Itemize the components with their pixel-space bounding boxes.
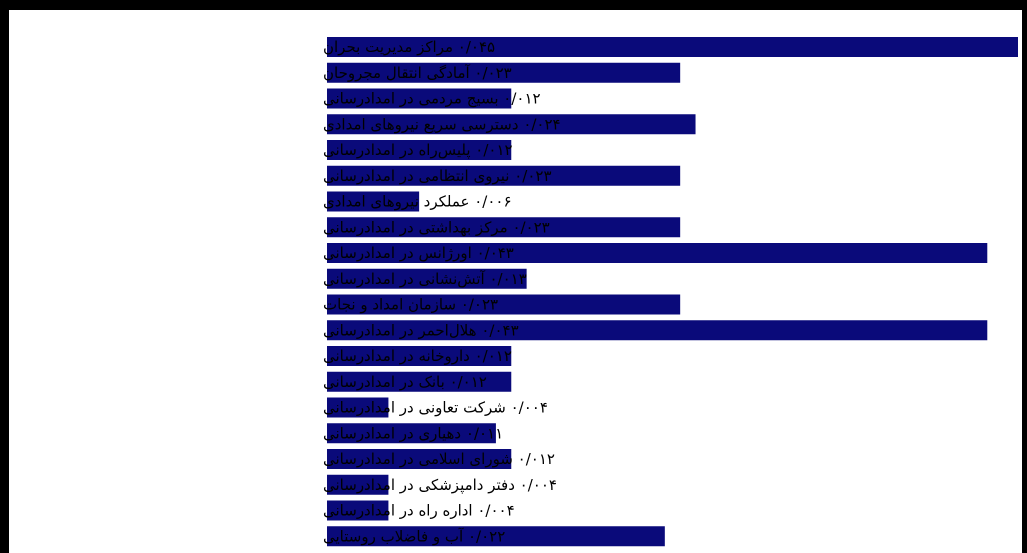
- category-name-19: آب و فاضلاب روستایی: [323, 527, 468, 545]
- bar-6: [327, 191, 420, 212]
- category-name-5: نیروی انتظامی در امدادرسانی: [323, 167, 514, 185]
- value-label-3: ۰/۰۲۴: [523, 115, 560, 133]
- value-label-6: ۰/۰۰۶: [474, 193, 511, 211]
- category-label-16: ۰/۰۱۲ شورای اسلامی در امدادرسانی: [323, 450, 555, 468]
- category-name-3: دسترسی سریع نیروهای امدادی: [323, 115, 523, 133]
- category-name-6: عملکرد نیروهای امدادی: [323, 193, 474, 211]
- category-name-12: داروخانه در امدادرسانی: [323, 347, 475, 365]
- value-label-13: ۰/۰۱۲: [450, 373, 487, 391]
- value-label-8: ۰/۰۴۳: [477, 244, 514, 262]
- value-label-11: ۰/۰۴۳: [481, 321, 518, 339]
- bar-3: [327, 114, 696, 135]
- value-label-1: ۰/۰۲۳: [474, 64, 511, 82]
- category-label-2: ۰/۰۱۲ بسیج مردمی در امدادرسانی: [323, 90, 541, 108]
- category-label-8: ۰/۰۴۳ اورژانس در امدادرسانی: [323, 244, 514, 262]
- value-label-18: ۰/۰۰۴: [477, 502, 514, 520]
- category-name-13: بانک در امدادرسانی: [323, 373, 450, 391]
- bar-4: [327, 140, 512, 160]
- bar-7: [327, 217, 681, 238]
- category-label-14: ۰/۰۰۴ شرکت تعاونی در امدادرسانی: [323, 399, 548, 417]
- category-name-17: دفتر دامپزشکی در امدادرسانی: [323, 476, 520, 495]
- category-name-7: مرکز بهداشتی در امدادرسانی: [323, 218, 512, 236]
- bar-18: [327, 500, 389, 521]
- category-name-18: اداره راه در امدادرسانی: [323, 502, 477, 520]
- bar-2: [327, 88, 512, 109]
- category-name-0: مراکز مدیریت بحران: [323, 38, 458, 56]
- category-name-8: اورژانس در امدادرسانی: [323, 244, 477, 262]
- category-name-10: سازمان امداد و نجات: [323, 296, 461, 314]
- bar-1: [327, 62, 681, 83]
- category-name-2: بسیج مردمی در امدادرسانی: [323, 90, 503, 108]
- category-label-10: ۰/۰۲۳ سازمان امداد و نجات: [323, 296, 498, 314]
- value-label-5: ۰/۰۲۳: [514, 167, 551, 185]
- category-name-16: شورای اسلامی در امدادرسانی: [323, 450, 518, 468]
- bar-12: [327, 346, 512, 366]
- category-name-1: آمادگی انتقال مجروحان: [323, 64, 474, 82]
- value-label-17: ۰/۰۰۴: [520, 476, 557, 494]
- bar-14: [327, 397, 389, 418]
- category-label-6: ۰/۰۰۶ عملکرد نیروهای امدادی: [323, 193, 512, 211]
- bar-19: [327, 526, 665, 547]
- value-label-4: ۰/۰۱۲: [475, 141, 512, 159]
- value-label-0: ۰/۰۴۵: [458, 38, 495, 56]
- bar-15: [327, 423, 496, 444]
- category-name-9: آتش‌نشانی در امدادرسانی: [323, 270, 489, 288]
- bar-17: [327, 474, 389, 495]
- category-label-0: ۰/۰۴۵ مراکز مدیریت بحران: [323, 38, 495, 56]
- value-label-7: ۰/۰۲۳: [512, 218, 549, 236]
- category-name-4: پلیس‌راه در امدادرسانی: [323, 141, 475, 160]
- bar-11: [327, 320, 988, 341]
- value-label-9: ۰/۰۱۳: [489, 270, 526, 288]
- value-label-12: ۰/۰۱۲: [475, 347, 512, 365]
- category-label-19: ۰/۰۲۲ آب و فاضلاب روستایی: [323, 527, 505, 545]
- category-label-15: ۰/۰۱۱ دهیاری در امدادرسانی: [323, 424, 503, 442]
- category-label-9: ۰/۰۱۳ آتش‌نشانی در امدادرسانی: [323, 270, 527, 288]
- category-label-17: ۰/۰۰۴ دفتر دامپزشکی در امدادرسانی: [323, 476, 557, 495]
- category-label-4: ۰/۰۱۲ پلیس‌راه در امدادرسانی: [323, 141, 513, 160]
- value-label-2: ۰/۰۱۲: [503, 90, 540, 108]
- bar-13: [327, 371, 512, 392]
- value-label-19: ۰/۰۲۲: [468, 527, 505, 545]
- category-name-11: هلال‌احمر در امدادرسانی: [323, 321, 481, 339]
- bar-5: [327, 165, 681, 186]
- bar-0: [327, 37, 1018, 57]
- category-label-5: ۰/۰۲۳ نیروی انتظامی در امدادرسانی: [323, 167, 552, 185]
- category-label-7: ۰/۰۲۳ مرکز بهداشتی در امدادرسانی: [323, 218, 550, 236]
- category-name-14: شرکت تعاونی در امدادرسانی: [323, 399, 511, 417]
- category-label-1: ۰/۰۲۳ آمادگی انتقال مجروحان: [323, 64, 512, 82]
- bar-9: [327, 268, 527, 289]
- value-label-15: ۰/۰۱۱: [466, 424, 503, 442]
- value-label-14: ۰/۰۰۴: [511, 399, 548, 417]
- category-label-3: ۰/۰۲۴ دسترسی سریع نیروهای امدادی: [323, 115, 561, 133]
- bar-16: [327, 449, 512, 469]
- bar-10: [327, 294, 681, 315]
- category-label-18: ۰/۰۰۴ اداره راه در امدادرسانی: [323, 502, 515, 520]
- category-label-12: ۰/۰۱۲ داروخانه در امدادرسانی: [323, 347, 512, 365]
- bar-8: [327, 243, 988, 263]
- value-label-10: ۰/۰۲۳: [461, 296, 498, 314]
- category-label-13: ۰/۰۱۲ بانک در امدادرسانی: [323, 373, 487, 391]
- value-label-16: ۰/۰۱۲: [518, 450, 555, 468]
- category-name-15: دهیاری در امدادرسانی: [323, 424, 466, 442]
- category-label-11: ۰/۰۴۳ هلال‌احمر در امدادرسانی: [323, 321, 519, 339]
